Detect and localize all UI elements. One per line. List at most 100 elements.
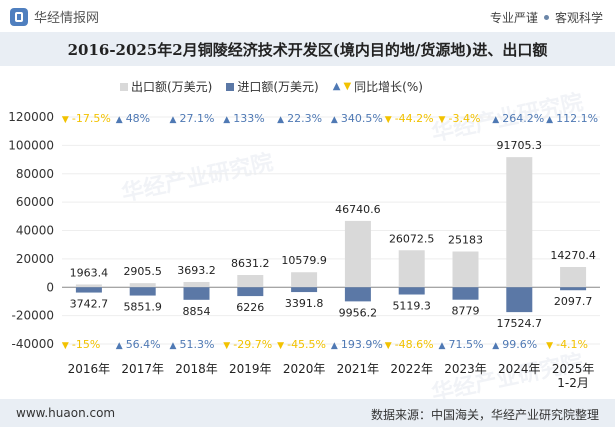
import-value-label: 3742.7 (70, 298, 109, 311)
y-tick-label: 120000 (8, 110, 54, 124)
import-value-label: 5119.3 (392, 300, 431, 313)
legend-growth-label: 同比增长(%) (354, 80, 423, 94)
import-growth-label: 71.5% (449, 338, 484, 351)
export-bar (237, 275, 264, 288)
export-bar (344, 220, 371, 288)
export-value-label: 25183 (448, 234, 483, 247)
down-triangle-icon: ▼ (439, 115, 446, 125)
export-value-label: 91705.3 (497, 139, 543, 152)
import-value-label: 5851.9 (123, 301, 162, 314)
down-triangle-icon: ▼ (223, 341, 230, 351)
up-triangle-icon: ▲ (439, 341, 446, 351)
y-tick-label: 60000 (16, 195, 54, 209)
import-growth-label: 51.3% (180, 338, 215, 351)
legend-growth: ▲ ▼ 同比增长(%) (333, 78, 423, 95)
export-bar (129, 283, 156, 288)
legend-import-label: 进口额(万美元) (237, 80, 319, 94)
export-bar (560, 267, 587, 288)
import-bar (291, 287, 318, 293)
export-value-label: 3693.2 (177, 264, 216, 277)
footer-source: 数据来源：中国海关，华经产业研究院整理 (370, 408, 599, 422)
up-triangle-icon: ▲ (492, 341, 499, 351)
import-bar (237, 287, 264, 297)
down-triangle-icon: ▼ (385, 115, 392, 125)
up-triangle-icon: ▲ (116, 115, 123, 125)
import-growth-label: -48.6% (395, 338, 434, 351)
export-growth-label: -3.4% (449, 112, 481, 125)
chart-plot: 120000 100000 80000 60000 40000 20000 0 -20000 -… (8, 110, 600, 390)
down-triangle-icon: ▼ (62, 341, 69, 351)
export-value-label: 26072.5 (389, 232, 435, 245)
import-growth-label: -29.7% (233, 338, 272, 351)
up-triangle-icon: ▲ (277, 115, 284, 125)
import-growth-label: 56.4% (126, 338, 161, 351)
import-value-label: 8779 (452, 305, 480, 318)
x-tick-label: 2020年 (283, 362, 326, 376)
brand-name: 华经情报网 (34, 11, 100, 26)
export-growth-label: 112.1% (556, 112, 598, 125)
import-growth-label: -45.5% (287, 338, 326, 351)
x-tick-label: 1-2月 (557, 376, 589, 390)
import-bar (506, 287, 533, 313)
legend-export-label: 出口额(万美元) (131, 80, 213, 94)
brand-logo-icon (10, 7, 28, 26)
export-bar (452, 251, 479, 288)
down-triangle-icon: ▼ (62, 115, 69, 125)
brand: 华经情报网 (10, 7, 99, 26)
export-growth-label: 27.1% (180, 112, 215, 125)
y-tick-label: 40000 (16, 224, 54, 238)
legend-down-triangle-icon: ▼ (343, 80, 352, 92)
x-tick-label: 2017年 (121, 362, 164, 376)
export-bar (75, 284, 102, 288)
export-value-label: 2905.5 (123, 265, 162, 278)
import-bar (344, 287, 371, 302)
legend-export-swatch-icon (120, 82, 128, 91)
top-bar: 华经情报网 专业严谨 客观科学 (0, 0, 615, 32)
export-value-label: 1963.4 (70, 266, 109, 279)
x-tick-label: 2023年 (444, 362, 487, 376)
x-tick-label: 2025年 (552, 362, 595, 376)
export-bar (506, 157, 533, 288)
import-bar (398, 287, 425, 295)
up-triangle-icon: ▲ (170, 341, 177, 351)
export-growth-label: 264.2% (502, 112, 544, 125)
y-tick-label: 80000 (16, 167, 54, 181)
import-value-label: 8854 (183, 305, 211, 318)
legend-import: 进口额(万美元) (226, 78, 319, 95)
up-triangle-icon: ▲ (223, 115, 230, 125)
x-tick-label: 2021年 (337, 362, 380, 376)
y-tick-label: 0 (46, 280, 54, 294)
tagline: 专业严谨 客观科学 (490, 9, 603, 26)
up-triangle-icon: ▲ (331, 115, 338, 125)
down-triangle-icon: ▼ (385, 341, 392, 351)
export-bar (291, 272, 318, 288)
footer-website: www.huaon.com (16, 406, 116, 420)
import-bar (183, 287, 210, 300)
y-tick-label: -40000 (11, 337, 54, 351)
import-bar (129, 287, 156, 296)
import-value-label: 9956.2 (339, 306, 378, 319)
import-growth-label: -15% (72, 338, 100, 351)
export-growth-label: -44.2% (395, 112, 434, 125)
x-tick-label: 2018年 (175, 362, 218, 376)
footer: www.huaon.com 数据来源：中国海关，华经产业研究院整理 (0, 399, 615, 427)
export-growth-label: 133% (233, 112, 264, 125)
chart-legend: 出口额(万美元) 进口额(万美元) ▲ ▼ 同比增长(%) (120, 78, 423, 95)
import-value-label: 2097.7 (554, 295, 593, 308)
up-triangle-icon: ▲ (492, 115, 499, 125)
import-bar (75, 287, 102, 293)
chart-title: 2016-2025年2月铜陵经济技术开发区(境内目的地/货源地)进、出口额 (67, 40, 548, 59)
y-tick-label: 20000 (16, 252, 54, 266)
export-value-label: 8631.2 (231, 257, 270, 270)
export-growth-label: 48% (126, 112, 150, 125)
up-triangle-icon: ▲ (331, 341, 338, 351)
up-triangle-icon: ▲ (546, 115, 553, 125)
up-triangle-icon: ▲ (116, 341, 123, 351)
import-growth-label: 99.6% (502, 338, 537, 351)
y-tick-label: 100000 (8, 138, 54, 152)
export-value-label: 46740.6 (335, 203, 381, 216)
export-growth-label: 22.3% (287, 112, 322, 125)
legend-export: 出口额(万美元) (120, 78, 212, 95)
import-value-label: 6226 (236, 301, 264, 314)
y-tick-label: -20000 (11, 309, 54, 323)
